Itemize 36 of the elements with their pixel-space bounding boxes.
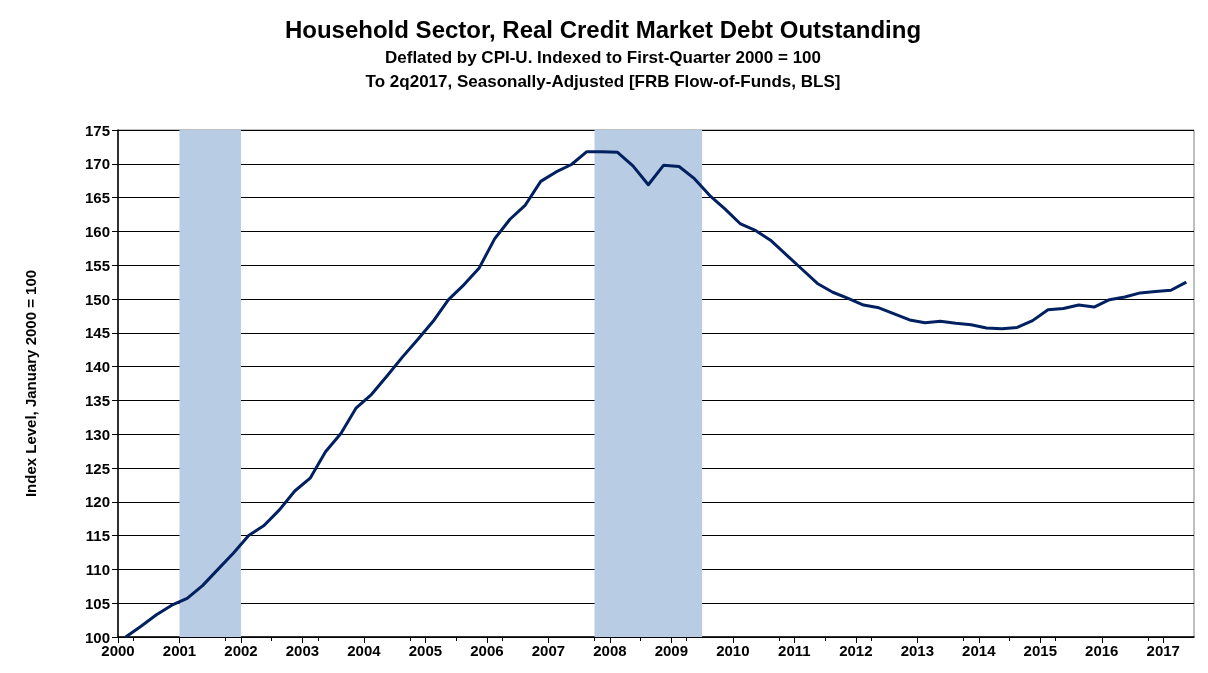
y-tick-label: 115 bbox=[85, 527, 110, 545]
chart-title: Household Sector, Real Credit Market Debt Outstanding bbox=[284, 15, 922, 43]
chart-subtitle: Deflated by CPI-U. Indexed to First-Quarter 2000 = 100 To 2q2017, Seasonally-Adjusted [FRB Flow-of-Funds, BLS] bbox=[365, 47, 841, 91]
x-tick-label: 2017 bbox=[1146, 642, 1180, 659]
line-series bbox=[124, 150, 1188, 639]
y-tick-label: 120 bbox=[84, 493, 110, 511]
y-axis-title: Index Level, January 2000 = 100 bbox=[22, 269, 39, 498]
y-tick-label: 150 bbox=[84, 290, 110, 308]
y-tick-label: 170 bbox=[84, 155, 110, 173]
x-tick-label: 2005 bbox=[408, 642, 443, 659]
y-tick-label: 160 bbox=[84, 222, 110, 240]
y-tick-label: 155 bbox=[84, 256, 110, 274]
x-tick-label: 2016 bbox=[1085, 642, 1119, 659]
y-tick-label: 110 bbox=[85, 560, 110, 578]
x-tick-label: 2015 bbox=[1023, 642, 1057, 659]
x-tick-label: 2008 bbox=[593, 642, 627, 659]
x-tick-label: 2010 bbox=[716, 642, 750, 659]
y-tick-label: 140 bbox=[84, 358, 110, 376]
x-tick-label: 2012 bbox=[839, 642, 873, 659]
y-tick-label: 175 bbox=[84, 121, 110, 139]
y-tick-label: 105 bbox=[84, 594, 110, 612]
y-tick-label: 125 bbox=[84, 459, 110, 477]
x-tick-label: 2002 bbox=[224, 642, 258, 659]
x-tick-label: 2013 bbox=[900, 642, 934, 659]
y-tick-label: 135 bbox=[84, 391, 110, 409]
y-tick-label: 145 bbox=[84, 324, 110, 342]
x-tick-label: 2001 bbox=[162, 642, 197, 659]
x-tick-label: 2006 bbox=[470, 642, 504, 659]
x-tick-label: 2004 bbox=[347, 642, 382, 659]
x-tick-label: 2011 bbox=[778, 642, 811, 659]
x-tick-label: 2009 bbox=[654, 642, 689, 659]
y-tick-label: 130 bbox=[84, 425, 110, 443]
x-tick-label: 2003 bbox=[285, 642, 320, 659]
x-tick-label: 2007 bbox=[531, 642, 566, 659]
y-tick-label: 165 bbox=[84, 189, 110, 207]
x-tick-label: 2014 bbox=[962, 642, 997, 659]
